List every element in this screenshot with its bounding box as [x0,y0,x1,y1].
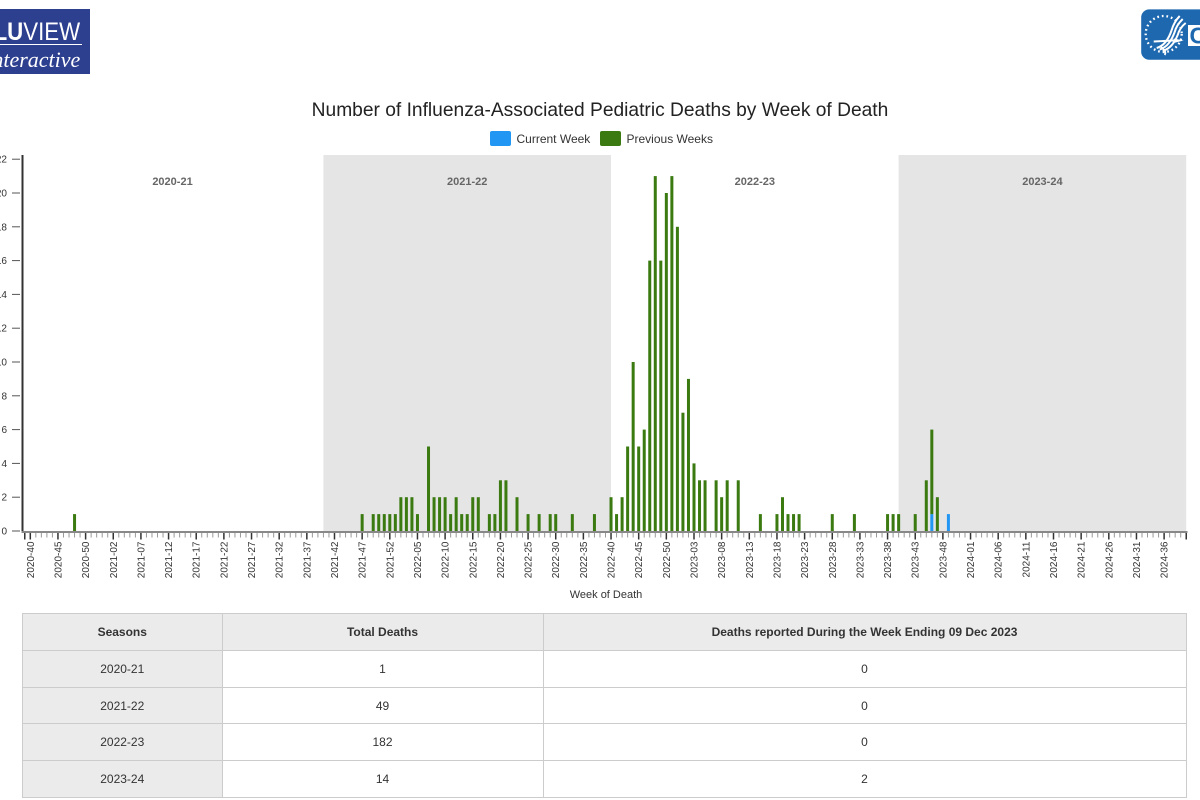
svg-text:2021-22: 2021-22 [219,541,230,578]
svg-text:2023-48: 2023-48 [938,541,949,578]
svg-text:2022-15: 2022-15 [468,541,479,578]
svg-text:2021-22: 2021-22 [447,176,487,188]
svg-text:2023-18: 2023-18 [773,541,784,578]
svg-text:2022-10: 2022-10 [441,541,452,578]
svg-text:2023-23: 2023-23 [800,541,811,578]
svg-text:6: 6 [1,425,7,436]
svg-text:2023-13: 2023-13 [745,541,756,578]
svg-text:2023-28: 2023-28 [828,541,839,578]
svg-text:16: 16 [0,256,7,267]
svg-text:2024-26: 2024-26 [1104,541,1115,578]
svg-text:2024-36: 2024-36 [1160,541,1171,578]
svg-text:2021-12: 2021-12 [164,541,175,578]
svg-text:2022-50: 2022-50 [662,541,673,578]
svg-text:Week of Death: Week of Death [570,589,643,601]
svg-text:2024-31: 2024-31 [1132,541,1143,578]
svg-text:12: 12 [0,324,7,335]
svg-text:2023-38: 2023-38 [883,541,894,578]
svg-text:2021-42: 2021-42 [330,541,341,578]
svg-text:20: 20 [0,189,7,200]
svg-text:22: 22 [0,155,7,166]
svg-text:2021-37: 2021-37 [302,541,313,578]
svg-text:2022-40: 2022-40 [607,541,618,578]
svg-text:2021-07: 2021-07 [136,541,147,578]
svg-text:2022-45: 2022-45 [634,541,645,578]
svg-text:2023-08: 2023-08 [717,541,728,578]
svg-text:2022-20: 2022-20 [496,541,507,578]
svg-text:2024-21: 2024-21 [1077,541,1088,578]
svg-text:0: 0 [1,527,7,538]
svg-text:2021-52: 2021-52 [385,541,396,578]
svg-text:2024-06: 2024-06 [994,541,1005,578]
svg-text:2021-27: 2021-27 [247,541,258,578]
svg-text:2021-32: 2021-32 [275,541,286,578]
svg-text:2022-25: 2022-25 [524,541,535,578]
svg-text:2021-02: 2021-02 [109,541,120,578]
svg-text:2024-11: 2024-11 [1021,541,1032,577]
svg-text:8: 8 [1,391,7,402]
svg-text:2023-33: 2023-33 [855,541,866,578]
svg-text:2022-30: 2022-30 [551,541,562,578]
svg-text:2021-17: 2021-17 [192,541,203,578]
svg-text:2024-16: 2024-16 [1049,541,1060,578]
svg-text:2023-43: 2023-43 [911,541,922,578]
svg-text:2020-21: 2020-21 [152,176,192,188]
svg-text:18: 18 [0,222,7,233]
svg-text:2020-40: 2020-40 [26,541,37,578]
svg-text:2020-50: 2020-50 [81,541,92,578]
svg-text:10: 10 [0,358,7,369]
svg-text:2023-24: 2023-24 [1022,176,1063,188]
svg-text:2024-01: 2024-01 [966,541,977,578]
svg-text:2021-47: 2021-47 [358,541,369,578]
svg-text:14: 14 [0,290,7,301]
svg-text:C: C [1190,23,1200,49]
svg-text:2022-23: 2022-23 [735,176,775,188]
svg-text:2: 2 [1,493,7,504]
svg-text:2022-35: 2022-35 [579,541,590,578]
svg-text:2023-03: 2023-03 [690,541,701,578]
svg-text:2022-05: 2022-05 [413,541,424,578]
svg-text:2020-45: 2020-45 [54,541,65,578]
svg-text:4: 4 [1,459,7,470]
